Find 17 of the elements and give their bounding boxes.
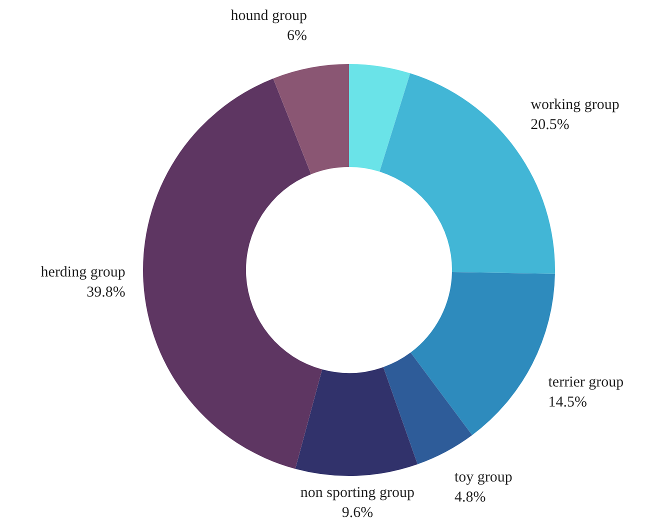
donut-slice (383, 352, 472, 464)
data-label: 6% (287, 28, 308, 44)
data-label: 4.8% (454, 490, 486, 506)
donut-slice (273, 64, 349, 174)
slice-label: toy group (454, 470, 512, 486)
data-label: 20.5% (530, 116, 570, 133)
slice-label: hound group (230, 8, 308, 24)
donut-slice (295, 367, 418, 476)
slice-label: non sporting group (300, 485, 415, 501)
slice-label: terrier group (548, 374, 624, 390)
donut-slice (349, 64, 410, 172)
data-label: 9.6% (342, 505, 374, 521)
donut-slice (143, 78, 322, 469)
slice-label: herding group (40, 264, 126, 281)
slice-label: working group (530, 96, 620, 113)
data-label: 14.5% (548, 394, 588, 410)
data-label: 39.8% (86, 284, 126, 301)
